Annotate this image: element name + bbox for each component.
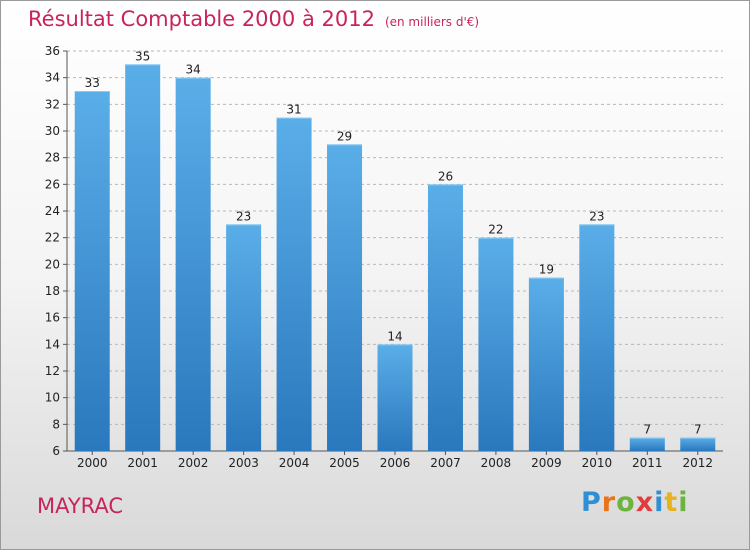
y-tick-label: 18 — [45, 284, 60, 298]
x-tick-label: 2003 — [228, 456, 259, 470]
logo-letter: i — [678, 487, 689, 518]
chart-title-text: Résultat Comptable 2000 à 2012 — [28, 7, 375, 31]
logo-letter: x — [635, 487, 655, 518]
y-tick-label: 22 — [45, 231, 60, 245]
x-tick-label: 2005 — [329, 456, 360, 470]
x-tick-label: 2010 — [582, 456, 613, 470]
x-tick-label: 2008 — [481, 456, 512, 470]
proxiti-logo[interactable]: Proxiti — [581, 487, 689, 518]
bar-value-label: 33 — [85, 76, 100, 90]
x-tick-label: 2011 — [632, 456, 663, 470]
logo-letter: o — [616, 487, 636, 518]
bar — [226, 224, 262, 451]
bar — [528, 277, 564, 451]
bar — [427, 184, 463, 452]
bar-value-label: 26 — [438, 169, 453, 183]
y-tick-label: 28 — [45, 151, 60, 165]
bar-value-label: 7 — [694, 423, 702, 437]
logo-letter: P — [581, 487, 602, 518]
x-tick-label: 2000 — [77, 456, 108, 470]
y-tick-label: 30 — [45, 124, 60, 138]
x-tick-label: 2006 — [380, 456, 411, 470]
bar — [327, 144, 363, 452]
x-tick-label: 2001 — [127, 456, 158, 470]
bar-value-label: 23 — [236, 209, 251, 223]
bar — [74, 91, 110, 451]
chart-unit: (en milliers d'€) — [384, 15, 480, 29]
chart-title: Résultat Comptable 2000 à 2012 (en millie… — [28, 7, 479, 31]
y-tick-label: 12 — [45, 364, 60, 378]
y-tick-label: 6 — [52, 444, 60, 458]
bar — [276, 117, 312, 452]
logo-letter: r — [601, 487, 617, 518]
bar-value-label: 23 — [589, 209, 604, 223]
x-tick-label: 2007 — [430, 456, 461, 470]
y-tick-label: 36 — [45, 44, 60, 58]
y-tick-label: 14 — [45, 337, 60, 351]
y-tick-label: 16 — [45, 311, 60, 325]
x-tick-label: 2002 — [178, 456, 209, 470]
bar-value-label: 35 — [135, 49, 150, 63]
logo-letter: t — [664, 487, 679, 518]
labels: 33 35 34 23 31 29 14 26 22 19 23 7 7 — [85, 49, 702, 436]
x-tick-label: 2004 — [279, 456, 310, 470]
y-tick-label: 26 — [45, 177, 60, 191]
bar-value-label: 19 — [539, 263, 554, 277]
bar-value-label: 31 — [286, 103, 301, 117]
bar — [175, 77, 211, 452]
bar-value-label: 7 — [643, 423, 651, 437]
y-tick-label: 20 — [45, 257, 60, 271]
x-tick-label: 2012 — [682, 456, 713, 470]
bar-value-label: 14 — [387, 329, 402, 343]
bar-value-label: 29 — [337, 129, 352, 143]
y-tick-label: 34 — [45, 71, 60, 85]
bar-value-label: 34 — [186, 63, 201, 77]
y-tick-label: 8 — [52, 417, 60, 431]
logo-letter: i — [654, 487, 665, 518]
bar — [125, 64, 161, 452]
y-tick-label: 24 — [45, 204, 60, 218]
bars — [74, 64, 716, 452]
bar — [579, 224, 615, 451]
x-tick-label: 2009 — [531, 456, 562, 470]
bar — [629, 437, 665, 451]
y-tick-label: 10 — [45, 391, 60, 405]
bar — [680, 437, 716, 451]
bar-value-label: 22 — [488, 223, 503, 237]
bar — [377, 344, 413, 451]
y-tick-label: 32 — [45, 97, 60, 111]
bar — [478, 237, 514, 451]
city-name: MAYRAC — [37, 494, 124, 518]
